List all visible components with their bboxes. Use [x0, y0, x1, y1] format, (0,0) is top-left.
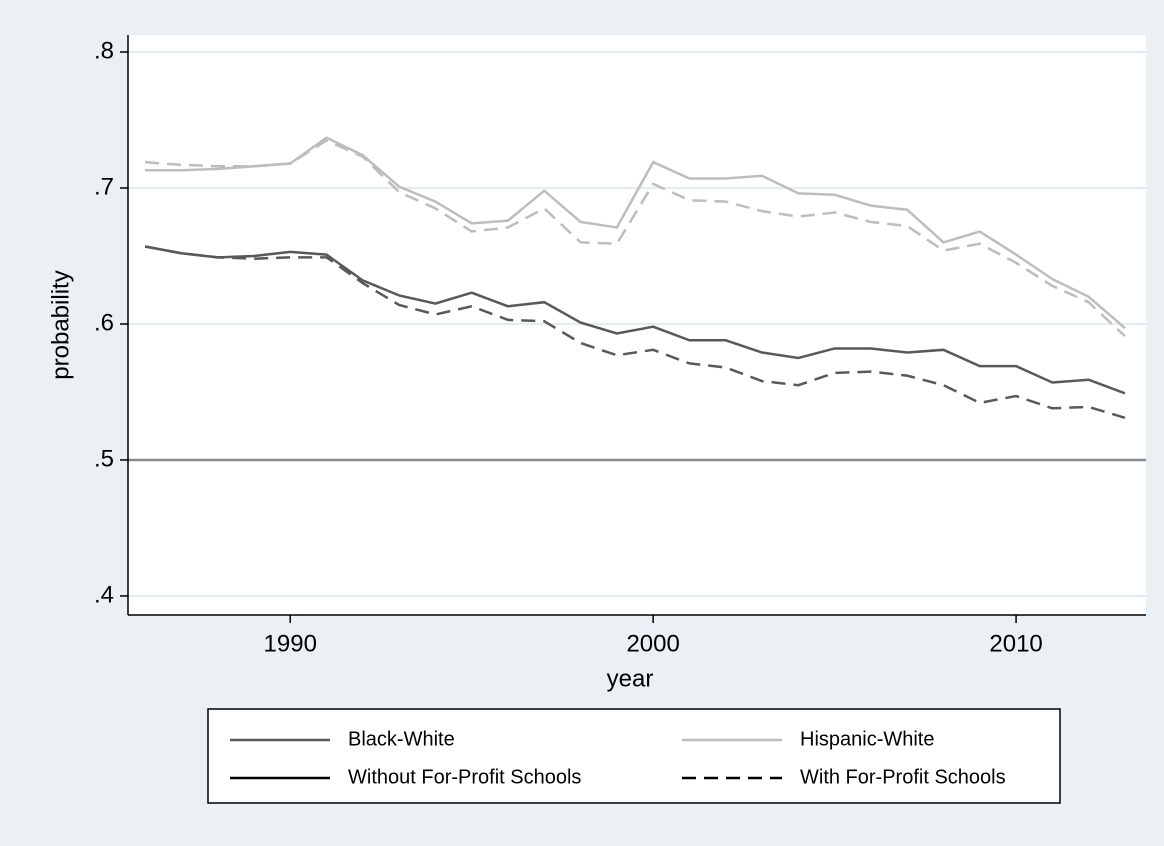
x-axis-title: year	[607, 665, 654, 692]
plot-area	[128, 35, 1146, 615]
series-line	[144, 138, 1126, 338]
legend-label: Without For-Profit Schools	[348, 766, 581, 788]
series-line	[144, 245, 1126, 395]
legend-box	[207, 708, 1061, 804]
y-tick-label: .5	[94, 445, 114, 472]
legend-label: Hispanic-White	[800, 728, 934, 750]
y-tick-label: .8	[94, 37, 114, 64]
x-tick-label: 2000	[626, 630, 679, 657]
y-tick-label: .6	[94, 309, 114, 336]
y-tick-label: .7	[94, 173, 114, 200]
legend-label: With For-Profit Schools	[800, 766, 1006, 788]
x-tick-label: 2010	[989, 630, 1042, 657]
y-axis-title: probability	[47, 270, 74, 379]
series-line	[144, 245, 1126, 420]
x-tick-label: 1990	[264, 630, 317, 657]
legend-label: Black-White	[348, 728, 455, 750]
y-tick-label: .4	[94, 581, 114, 608]
